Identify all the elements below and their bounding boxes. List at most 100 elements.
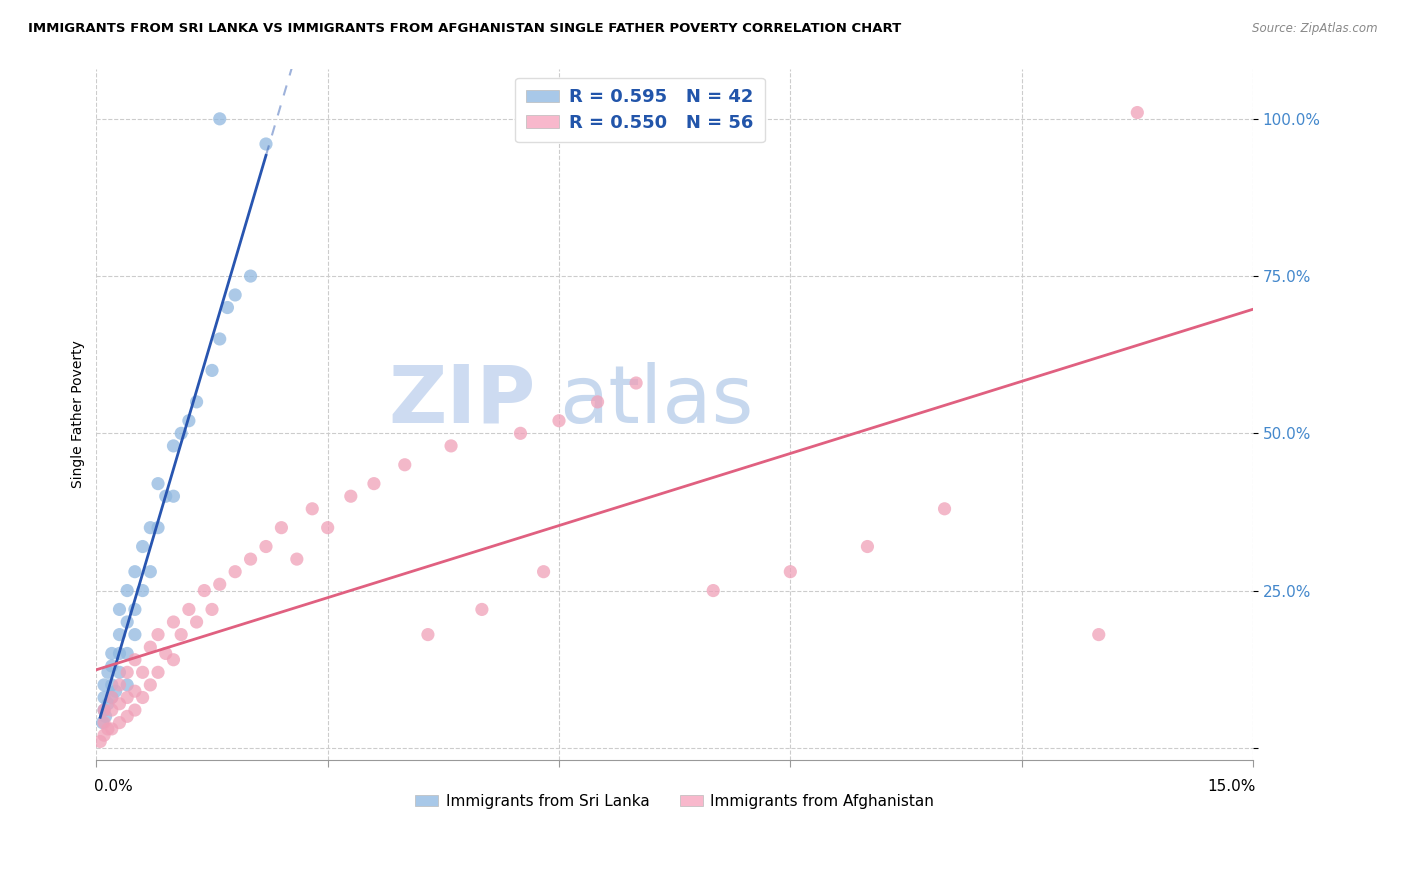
Point xyxy=(208,577,231,591)
Point xyxy=(624,376,647,390)
Point xyxy=(146,665,169,680)
Point xyxy=(146,521,169,535)
Point xyxy=(217,301,239,315)
Point xyxy=(856,540,879,554)
Point xyxy=(155,489,177,503)
Point xyxy=(97,665,120,680)
Y-axis label: Single Father Poverty: Single Father Poverty xyxy=(72,341,86,489)
Point xyxy=(93,678,115,692)
Point xyxy=(440,439,463,453)
Text: IMMIGRANTS FROM SRI LANKA VS IMMIGRANTS FROM AFGHANISTAN SINGLE FATHER POVERTY C: IMMIGRANTS FROM SRI LANKA VS IMMIGRANTS … xyxy=(28,22,901,36)
Point xyxy=(124,653,146,667)
Point xyxy=(208,112,231,126)
Point xyxy=(533,565,555,579)
Point xyxy=(186,395,208,409)
Point xyxy=(162,653,184,667)
Point xyxy=(93,690,115,705)
Point xyxy=(100,722,122,736)
Point xyxy=(93,703,115,717)
Point xyxy=(162,439,184,453)
Point xyxy=(93,715,115,730)
Point xyxy=(89,734,111,748)
Point xyxy=(100,690,122,705)
Point xyxy=(108,647,131,661)
Point xyxy=(363,476,385,491)
Point xyxy=(416,627,439,641)
Point xyxy=(100,690,122,705)
Legend: Immigrants from Sri Lanka, Immigrants from Afghanistan: Immigrants from Sri Lanka, Immigrants fr… xyxy=(409,788,941,815)
Point xyxy=(779,565,801,579)
Point xyxy=(115,709,138,723)
Point xyxy=(93,728,115,742)
Point xyxy=(97,697,120,711)
Point xyxy=(702,583,724,598)
Point xyxy=(934,501,956,516)
Text: 0.0%: 0.0% xyxy=(94,779,132,794)
Point xyxy=(394,458,416,472)
Point xyxy=(146,627,169,641)
Point xyxy=(115,690,138,705)
Point xyxy=(254,540,277,554)
Point xyxy=(301,501,323,516)
Point xyxy=(94,709,117,723)
Point xyxy=(162,489,184,503)
Point xyxy=(124,602,146,616)
Point xyxy=(100,703,122,717)
Point xyxy=(155,647,177,661)
Point xyxy=(100,659,122,673)
Point xyxy=(115,678,138,692)
Point xyxy=(316,521,339,535)
Point xyxy=(224,565,246,579)
Point xyxy=(170,426,193,441)
Point xyxy=(201,363,224,377)
Point xyxy=(91,715,114,730)
Point xyxy=(115,615,138,629)
Point xyxy=(224,288,246,302)
Point xyxy=(108,602,131,616)
Point xyxy=(162,615,184,629)
Point xyxy=(1087,627,1109,641)
Point xyxy=(131,690,153,705)
Point xyxy=(186,615,208,629)
Point xyxy=(124,627,146,641)
Point xyxy=(139,565,162,579)
Point xyxy=(139,678,162,692)
Point xyxy=(124,703,146,717)
Point xyxy=(1126,105,1149,120)
Text: ZIP: ZIP xyxy=(388,361,536,440)
Point xyxy=(139,521,162,535)
Point xyxy=(108,715,131,730)
Point xyxy=(93,703,115,717)
Point xyxy=(270,521,292,535)
Point xyxy=(254,136,277,151)
Point xyxy=(108,627,131,641)
Point xyxy=(170,627,193,641)
Point xyxy=(177,602,200,616)
Point xyxy=(146,476,169,491)
Point xyxy=(208,332,231,346)
Point xyxy=(201,602,224,616)
Point xyxy=(124,684,146,698)
Point xyxy=(509,426,531,441)
Point xyxy=(115,665,138,680)
Point xyxy=(131,540,153,554)
Point xyxy=(471,602,494,616)
Point xyxy=(100,647,122,661)
Point xyxy=(285,552,308,566)
Point xyxy=(97,722,120,736)
Point xyxy=(177,414,200,428)
Point xyxy=(239,552,262,566)
Text: atlas: atlas xyxy=(560,361,754,440)
Point xyxy=(100,678,122,692)
Point xyxy=(108,678,131,692)
Point xyxy=(115,583,138,598)
Point xyxy=(131,665,153,680)
Point xyxy=(139,640,162,655)
Point xyxy=(124,565,146,579)
Point xyxy=(115,647,138,661)
Point xyxy=(193,583,215,598)
Point xyxy=(239,269,262,284)
Point xyxy=(340,489,363,503)
Point xyxy=(108,697,131,711)
Point xyxy=(108,665,131,680)
